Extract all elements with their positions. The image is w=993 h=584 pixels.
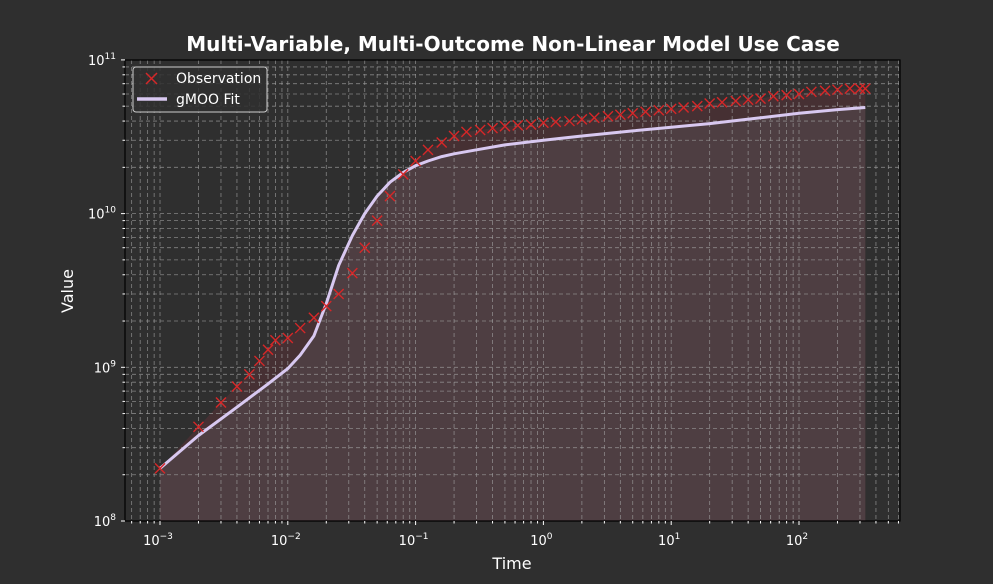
- observation-marker: [730, 95, 742, 107]
- grid-lines: [125, 60, 900, 522]
- x-tick-labels: 10−3 10−2 10−1 100 101 102: [143, 532, 808, 549]
- observation-marker: [474, 124, 486, 136]
- x-tick-label: 102: [786, 532, 808, 549]
- observation-marker: [805, 86, 817, 98]
- observation-marker: [704, 98, 716, 110]
- observation-marker: [691, 100, 703, 112]
- axis-ticks: [121, 59, 899, 525]
- legend-fit-label: gMOO Fit: [176, 92, 240, 108]
- legend-observation-icon: [145, 72, 158, 85]
- x-tick-label: 10−1: [399, 532, 429, 549]
- observation-marker: [512, 119, 524, 131]
- legend: Observation gMOO Fit: [132, 66, 268, 113]
- observation-marker: [294, 322, 306, 334]
- fit-line: [159, 106, 866, 470]
- observation-marker: [767, 90, 779, 102]
- observation-marker: [525, 118, 537, 130]
- observation-marker: [460, 126, 472, 138]
- observation-marker: [410, 155, 422, 167]
- observation-marker: [653, 104, 665, 116]
- observation-marker: [588, 112, 600, 124]
- observation-marker: [192, 421, 204, 433]
- y-tick-label: 1011: [88, 52, 116, 69]
- observation-marker: [716, 96, 728, 108]
- observation-marker: [253, 355, 265, 367]
- legend-observation-label: Observation: [176, 71, 261, 87]
- observation-marker: [487, 122, 499, 134]
- observation-marker: [320, 300, 332, 312]
- y-axis-label: Value: [58, 269, 77, 313]
- observation-marker: [627, 107, 639, 119]
- observation-marker: [819, 85, 831, 97]
- y-tick-label: 109: [94, 359, 117, 376]
- observation-marker: [243, 368, 255, 380]
- observation-marker: [282, 332, 294, 344]
- area-fill: [160, 88, 866, 521]
- x-tick-label: 10−2: [271, 532, 301, 549]
- observation-marker: [742, 94, 754, 106]
- plot-area: [121, 59, 901, 525]
- y-tick-label: 1010: [88, 206, 116, 223]
- observation-marker: [359, 242, 371, 254]
- observation-marker: [550, 116, 562, 128]
- observation-marker: [231, 381, 243, 392]
- observation-marker: [448, 130, 460, 142]
- observation-marker: [576, 113, 588, 125]
- x-tick-label: 101: [658, 532, 680, 549]
- observation-marker: [854, 83, 866, 95]
- x-tick-label: 10−3: [143, 532, 173, 549]
- observation-marker: [215, 397, 227, 409]
- observation-marker: [602, 110, 614, 122]
- observation-marker: [154, 462, 166, 474]
- x-axis-label: Time: [491, 554, 531, 573]
- observation-marker: [499, 120, 511, 132]
- observation-marker: [755, 93, 767, 105]
- chart-title: Multi-Variable, Multi-Outcome Non-Linear…: [186, 32, 840, 56]
- observation-marker: [308, 312, 320, 324]
- observation-marker: [262, 344, 274, 356]
- observation-marker: [859, 83, 871, 95]
- observation-marker: [640, 106, 652, 118]
- observation-marker: [397, 168, 409, 180]
- y-tick-label: 108: [94, 513, 117, 530]
- observation-marker: [537, 117, 549, 129]
- observation-marker: [371, 215, 383, 227]
- observation-marker: [844, 83, 856, 95]
- observation-marker: [384, 190, 396, 202]
- observation-marker: [665, 103, 677, 115]
- plot-frame: [124, 59, 901, 522]
- observation-marker: [269, 334, 281, 346]
- observation-marker: [346, 267, 358, 279]
- observation-marker: [781, 89, 793, 101]
- observation-marker: [793, 88, 805, 100]
- observation-markers: [154, 83, 871, 474]
- observation-marker: [422, 144, 434, 156]
- y-tick-labels: 108 109 1010 1011: [88, 52, 116, 530]
- observation-marker: [614, 109, 626, 121]
- observation-marker: [333, 288, 345, 300]
- observation-marker: [563, 115, 575, 127]
- observation-marker: [831, 84, 843, 96]
- observation-marker: [678, 102, 690, 114]
- observation-marker: [436, 137, 448, 149]
- x-tick-label: 100: [530, 532, 553, 549]
